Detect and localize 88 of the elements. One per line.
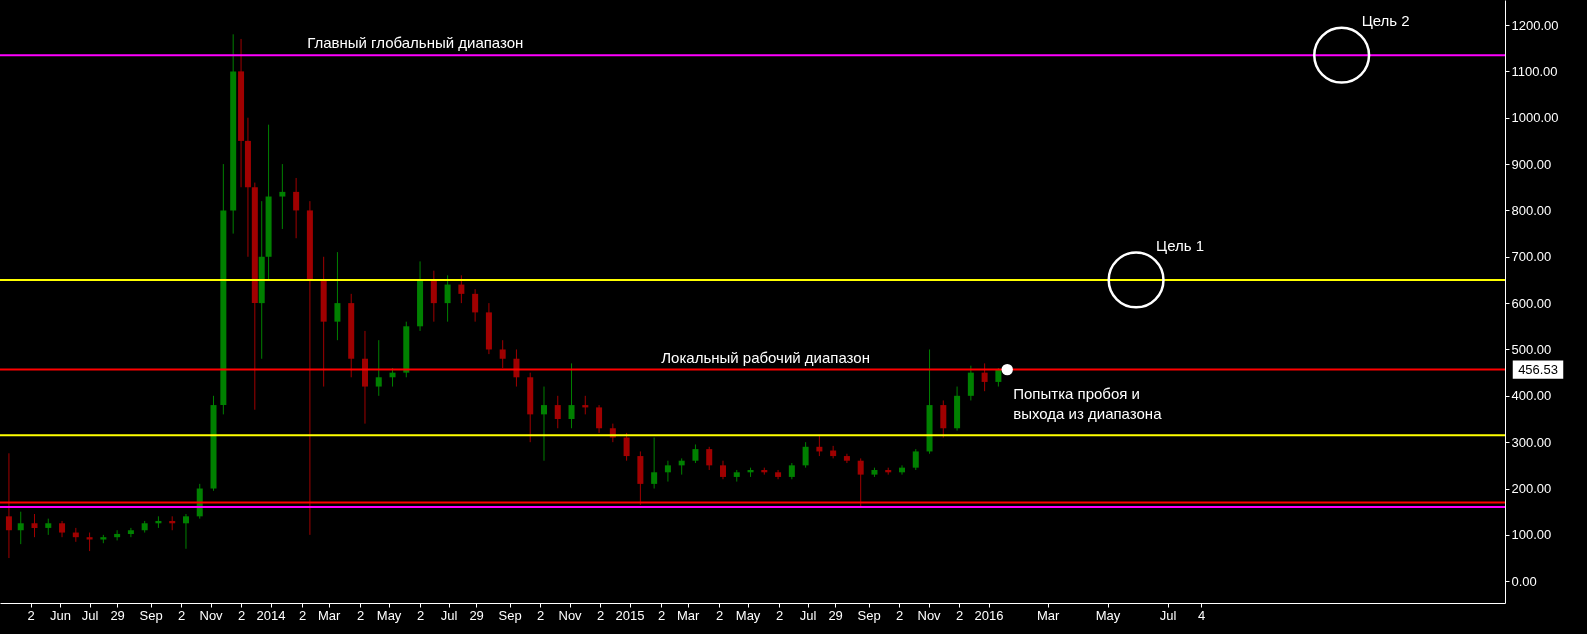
- y-tick-label: 1000.00: [1511, 110, 1559, 126]
- x-tick-label: 2: [895, 607, 904, 623]
- x-tick-label: Mar: [317, 607, 341, 623]
- x-tick-label: Nov: [199, 607, 224, 623]
- y-tick-label: 1100.00: [1511, 63, 1558, 79]
- x-tick-label: Sep: [498, 607, 522, 623]
- x-tick-label: May: [376, 607, 402, 623]
- x-tick-label: 2: [177, 607, 186, 623]
- candlestick: [623, 432, 630, 462]
- x-tick-label: 2: [775, 607, 784, 623]
- x-tick-label: May: [735, 607, 761, 623]
- candlestick: [554, 395, 561, 429]
- y-tick-label: 500.00: [1511, 341, 1552, 357]
- x-tick-label: Jul: [1159, 607, 1177, 623]
- candlestick: [912, 448, 919, 471]
- candlestick: [568, 362, 575, 429]
- x-tick-label: Nov: [558, 607, 583, 623]
- x-tick-label: Jun: [50, 607, 72, 623]
- x-tick-label: 2: [536, 607, 545, 623]
- x-tick-label: Jul: [799, 607, 817, 623]
- candlestick: [293, 177, 300, 239]
- candlestick: [692, 443, 699, 464]
- x-tick-label: 2: [955, 607, 964, 623]
- x-tick-label: May: [1095, 607, 1121, 623]
- x-tick-label: 2: [657, 607, 666, 623]
- candlestick: [182, 513, 189, 550]
- x-tick-label: 2: [237, 607, 246, 623]
- x-tick-label: 4: [1197, 607, 1206, 623]
- candlestick: [596, 404, 603, 434]
- y-tick-label: 300.00: [1511, 434, 1552, 450]
- candlestick: [114, 529, 121, 541]
- candlestick: [940, 399, 947, 439]
- ref-line-label: 456.53: [1518, 361, 1558, 377]
- y-tick-label: 800.00: [1511, 202, 1552, 218]
- candlestick: [664, 460, 671, 483]
- candlestick: [279, 163, 286, 230]
- x-tick-label: 29: [469, 607, 484, 623]
- candlestick: [430, 270, 437, 323]
- candlestick: [5, 452, 12, 559]
- candlestick: [499, 339, 506, 369]
- y-tick-label: 600.00: [1511, 295, 1552, 311]
- x-tick-label: Nov: [917, 607, 942, 623]
- x-tick-label: 29: [110, 607, 125, 623]
- annotation: Цель 2: [1361, 12, 1410, 30]
- candlestick: [444, 274, 451, 323]
- candlestick: [127, 527, 134, 538]
- annotation: Локальный рабочий диапазон: [661, 348, 870, 366]
- candlestick: [31, 513, 38, 538]
- candlestick: [967, 365, 974, 401]
- candlestick: [458, 274, 465, 304]
- candlestick: [981, 362, 988, 392]
- x-tick-label: Jul: [81, 607, 99, 623]
- y-tick-label: 700.00: [1511, 249, 1552, 265]
- x-tick-label: 29: [828, 607, 843, 623]
- candlestick: [86, 532, 93, 552]
- y-tick-label: 200.00: [1511, 481, 1552, 497]
- x-tick-label: 2: [596, 607, 605, 623]
- x-tick-label: 2014: [256, 607, 286, 623]
- candlestick: [857, 457, 864, 508]
- y-tick-label: 1200.00: [1511, 17, 1559, 33]
- candlestick: [375, 339, 382, 397]
- candlestick: [472, 288, 479, 323]
- candlestick: [540, 386, 547, 462]
- x-tick-label: 2016: [974, 607, 1004, 623]
- candlestick: [17, 511, 24, 545]
- x-tick-label: 2015: [615, 607, 645, 623]
- annotation: Главный глобальный диапазон: [307, 34, 524, 52]
- x-tick-label: Mar: [676, 607, 700, 623]
- x-tick-label: 2: [715, 607, 724, 623]
- candlestick: [706, 446, 713, 471]
- x-tick-label: Jul: [440, 607, 458, 623]
- x-tick-label: 2: [416, 607, 425, 623]
- x-tick-label: Mar: [1036, 607, 1060, 623]
- y-tick-label: 900.00: [1511, 156, 1552, 172]
- y-tick-label: 400.00: [1511, 388, 1552, 404]
- candlestick: [802, 441, 809, 469]
- x-tick-label: 2: [298, 607, 307, 623]
- x-tick-label: 2: [27, 607, 35, 623]
- candlestick: [651, 437, 658, 490]
- x-tick-label: Sep: [139, 607, 163, 623]
- candlestick: [719, 460, 726, 480]
- annotation: Цель 1: [1156, 236, 1205, 254]
- y-tick-label: 100.00: [1511, 527, 1552, 543]
- candlestick: [334, 251, 341, 341]
- annotation: Попытка пробоя и выхода из диапазона: [1013, 384, 1163, 422]
- x-tick-label: 2: [356, 607, 365, 623]
- y-tick-label: 0.00: [1511, 573, 1537, 589]
- x-tick-label: Sep: [857, 607, 881, 623]
